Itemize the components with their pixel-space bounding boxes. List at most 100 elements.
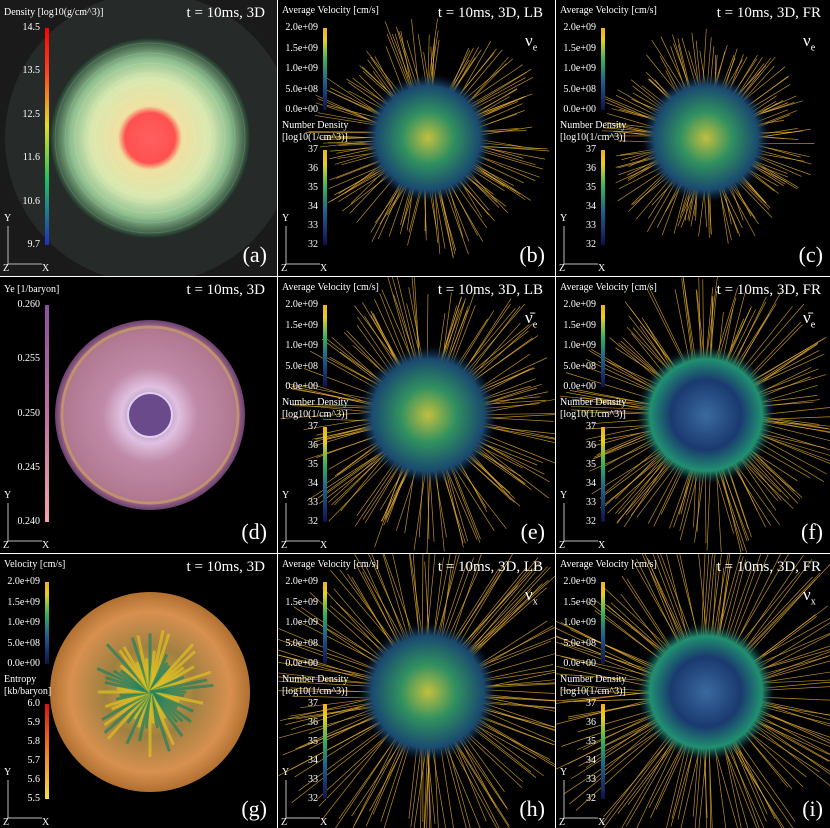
velocity-arrow	[149, 683, 214, 694]
colorbar-tick-label: 2.0e+09	[563, 299, 596, 310]
species-label: ν̄e	[525, 309, 537, 330]
time-label: t = 10ms, 3D, LB	[437, 559, 543, 575]
colorbar-tick-label: 36	[308, 717, 318, 728]
panel-label: (e)	[520, 519, 545, 544]
colorbar-tick-label: 1.0e+09	[563, 63, 596, 74]
core	[358, 622, 498, 762]
colorbar-tick-label: 32	[586, 793, 596, 804]
axis-x-label: X	[42, 540, 50, 551]
colorbar-tick-label: 35	[586, 459, 596, 470]
axis-z-label: Z	[3, 817, 10, 828]
axis-x-label: X	[598, 263, 606, 274]
core	[358, 345, 498, 485]
panel-label: (g)	[241, 796, 267, 821]
colorbar	[323, 305, 327, 387]
density-shell	[64, 52, 236, 224]
colorbar-tick-label: 34	[308, 478, 318, 489]
axis-x-label: X	[320, 817, 328, 828]
colorbar-tick-label: 1.0e+09	[285, 617, 318, 628]
panel-label: (h)	[519, 796, 545, 821]
colorbar-tick-label: 32	[586, 239, 596, 250]
colorbar-tick-label: 33	[308, 497, 318, 508]
colorbar-tick-label: 1.5e+09	[563, 42, 596, 54]
density-sphere	[50, 38, 250, 238]
colorbar-tick-label: 0.245	[17, 461, 41, 473]
axis-y-label: Y	[4, 490, 12, 501]
axis-y-label: Y	[4, 213, 12, 224]
colorbar-tick-label: 0.240	[17, 516, 41, 527]
colorbar-tick-label: 36	[308, 163, 318, 174]
density-shell	[54, 42, 246, 234]
colorbar-tick-label: 13.5	[22, 65, 41, 77]
colorbar	[601, 582, 605, 664]
colorbar	[601, 704, 605, 799]
time-label: t = 10ms, 3D, LB	[437, 5, 543, 21]
colorbar-tick-label: 0.0e+00	[285, 104, 318, 115]
axis-z-label: Z	[3, 540, 10, 551]
colorbar-tick-label: 1.5e+09	[285, 42, 318, 54]
axis-x-label: X	[42, 263, 50, 274]
colorbar-title: Number Density [log10(1/cm^3)]	[560, 120, 627, 143]
colorbar-title: Entropy [kb/baryon]	[4, 674, 52, 697]
colorbar	[323, 582, 327, 664]
colorbar-title: Average Velocity [cm/s]	[560, 559, 657, 570]
species-label: νx	[525, 586, 538, 607]
colorbar-tick-label: 9.7	[27, 239, 41, 250]
colorbar-tick-label: 5.6	[27, 774, 41, 785]
species-symbol: ν̄	[525, 308, 533, 327]
colorbar-tick-label: 0.0e+00	[7, 658, 40, 669]
axis-z-label: Z	[3, 263, 10, 274]
colorbar-tick-label: 34	[308, 201, 318, 212]
panel	[278, 277, 555, 553]
species-subscript: x	[532, 596, 538, 608]
axis-z-label: Z	[559, 817, 566, 828]
colorbar	[601, 427, 605, 522]
core	[636, 622, 776, 762]
axis-y-label: Y	[560, 767, 568, 778]
colorbar-title: Average Velocity [cm/s]	[282, 282, 379, 293]
core	[363, 73, 493, 203]
colorbar-tick-label: 32	[308, 516, 318, 527]
species-subscript: e	[532, 319, 538, 331]
colorbar-tick-label: 5.9	[27, 717, 41, 728]
axis-z-label: Z	[281, 540, 288, 551]
panel	[556, 0, 830, 276]
species-subscript: e	[810, 319, 816, 331]
axis-z-label: Z	[281, 817, 288, 828]
colorbar	[323, 704, 327, 799]
colorbar-tick-label: 12.5	[22, 108, 41, 120]
colorbar-tick-label: 2.0e+09	[563, 576, 596, 587]
colorbar-tick-label: 10.6	[22, 195, 41, 207]
colorbar-tick-label: 34	[586, 478, 596, 489]
axis-x-label: X	[42, 817, 50, 828]
colorbar-tick-label: 0.260	[17, 299, 41, 310]
colorbar-tick-label: 35	[586, 736, 596, 747]
colorbar-tick-label: 11.6	[22, 152, 40, 164]
colorbar-tick-label: 36	[586, 440, 596, 451]
axis-y-label: Y	[282, 490, 290, 501]
panel	[0, 554, 277, 828]
colorbar-title: Number Density [log10(1/cm^3)]	[560, 397, 627, 420]
panel-label: (b)	[519, 242, 545, 267]
axis-y-label: Y	[560, 490, 568, 501]
colorbar-tick-label: 37	[308, 698, 318, 709]
colorbar-tick-label: 0.0e+00	[285, 658, 318, 669]
time-label: t = 10ms, 3D	[186, 5, 265, 21]
panel	[278, 0, 555, 276]
axis-z-label: Z	[559, 540, 566, 551]
colorbar-tick-label: 1.0e+09	[7, 617, 40, 628]
colorbar-tick-label: 5.7	[27, 755, 41, 766]
panel-label: (i)	[802, 796, 823, 821]
colorbar	[45, 582, 49, 664]
colorbar-tick-label: 0.0e+00	[563, 658, 596, 669]
colorbar	[601, 28, 605, 110]
axis-y-label: Y	[560, 213, 568, 224]
colorbar	[323, 427, 327, 522]
core	[641, 73, 771, 203]
colorbar-tick-label: 34	[586, 755, 596, 766]
species-label: νx	[803, 586, 816, 607]
colorbar-tick-label: 5.0e+08	[285, 83, 318, 95]
ye-core	[127, 392, 173, 438]
panel	[278, 554, 555, 828]
